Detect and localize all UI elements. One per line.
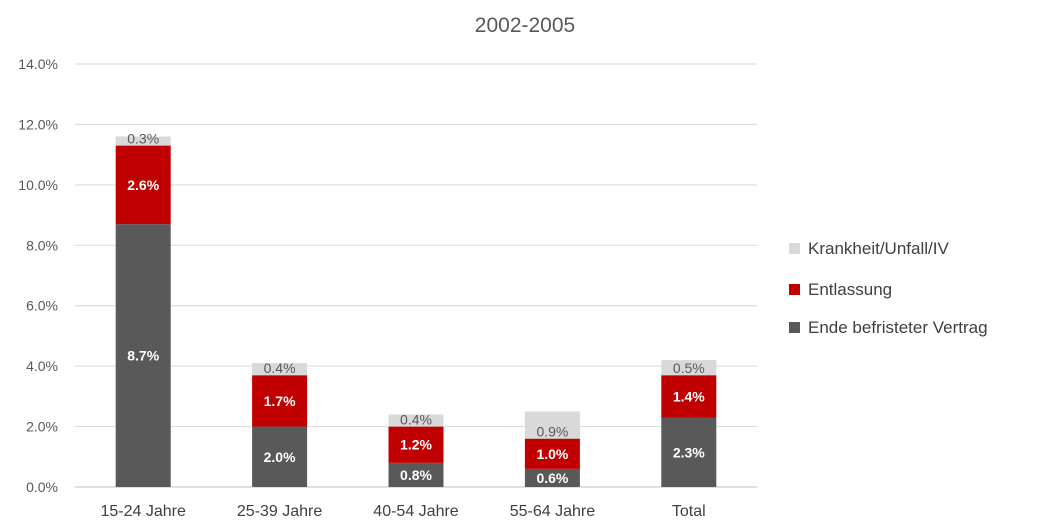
y-tick-label: 10.0% (18, 177, 58, 193)
legend-swatch (789, 322, 800, 333)
legend-swatch (789, 284, 800, 295)
legend: Krankheit/Unfall/IV Entlassung Ende befris… (789, 239, 988, 337)
data-labels: 8.7% 2.6% 0.3% 2.0% 1.7% 0.4% 0.8% 1.2% 0.4% 0.6%… (127, 131, 705, 486)
bar-segment (524, 411, 580, 439)
data-label: 0.4% (264, 360, 296, 376)
bar-segment (252, 375, 308, 427)
bar-segment (661, 375, 717, 418)
bar-segment (115, 145, 171, 225)
data-label: 0.9% (536, 424, 568, 440)
legend-swatch (789, 243, 800, 254)
data-label: 8.7% (127, 348, 159, 364)
bar-segment (388, 414, 444, 427)
data-label: 0.6% (536, 470, 568, 486)
data-label: 0.5% (673, 360, 705, 376)
y-tick-label: 8.0% (26, 237, 58, 253)
y-tick-label: 0.0% (26, 479, 58, 495)
data-label: 0.8% (400, 467, 432, 483)
data-label: 2.3% (673, 444, 705, 460)
bar-segment (661, 360, 717, 376)
bar-segment (524, 438, 580, 469)
y-tick-label: 2.0% (26, 419, 58, 435)
x-axis-categories: 15-24 Jahre 25-39 Jahre 40-54 Jahre 55-64 J… (101, 503, 706, 520)
y-tick-label: 4.0% (26, 358, 58, 374)
data-label: 0.3% (127, 131, 159, 147)
data-label: 2.6% (127, 177, 159, 193)
bar-segment (252, 426, 308, 487)
bar-segment (115, 224, 171, 487)
bar-segment (524, 468, 580, 487)
bar-segment (661, 417, 717, 487)
legend-label: Krankheit/Unfall/IV (808, 239, 949, 258)
x-category-label: 25-39 Jahre (237, 503, 322, 520)
bars (115, 136, 717, 487)
bar-segment (388, 426, 444, 463)
gridlines (75, 63, 757, 488)
y-tick-label: 6.0% (26, 298, 58, 314)
y-tick-label: 14.0% (18, 56, 58, 72)
y-tick-label: 12.0% (18, 116, 58, 132)
chart-title: 2002-2005 (475, 14, 575, 37)
data-label: 1.7% (264, 393, 296, 409)
y-axis-ticks: 0.0% 2.0% 4.0% 6.0% 8.0% 10.0% 12.0% 14.0% (18, 56, 58, 495)
legend-label: Entlassung (808, 280, 892, 299)
x-category-label: Total (672, 503, 706, 520)
bar-segment (115, 136, 171, 146)
data-label: 0.4% (400, 412, 432, 428)
legend-label: Ende befristeter Vertrag (808, 318, 988, 337)
bar-segment (388, 462, 444, 487)
x-category-label: 15-24 Jahre (101, 503, 186, 520)
data-label: 1.4% (673, 388, 705, 404)
data-label: 1.0% (536, 446, 568, 462)
data-label: 2.0% (264, 449, 296, 465)
x-category-label: 40-54 Jahre (373, 503, 458, 520)
x-category-label: 55-64 Jahre (510, 503, 595, 520)
bar-segment (252, 363, 308, 376)
data-label: 1.2% (400, 437, 432, 453)
